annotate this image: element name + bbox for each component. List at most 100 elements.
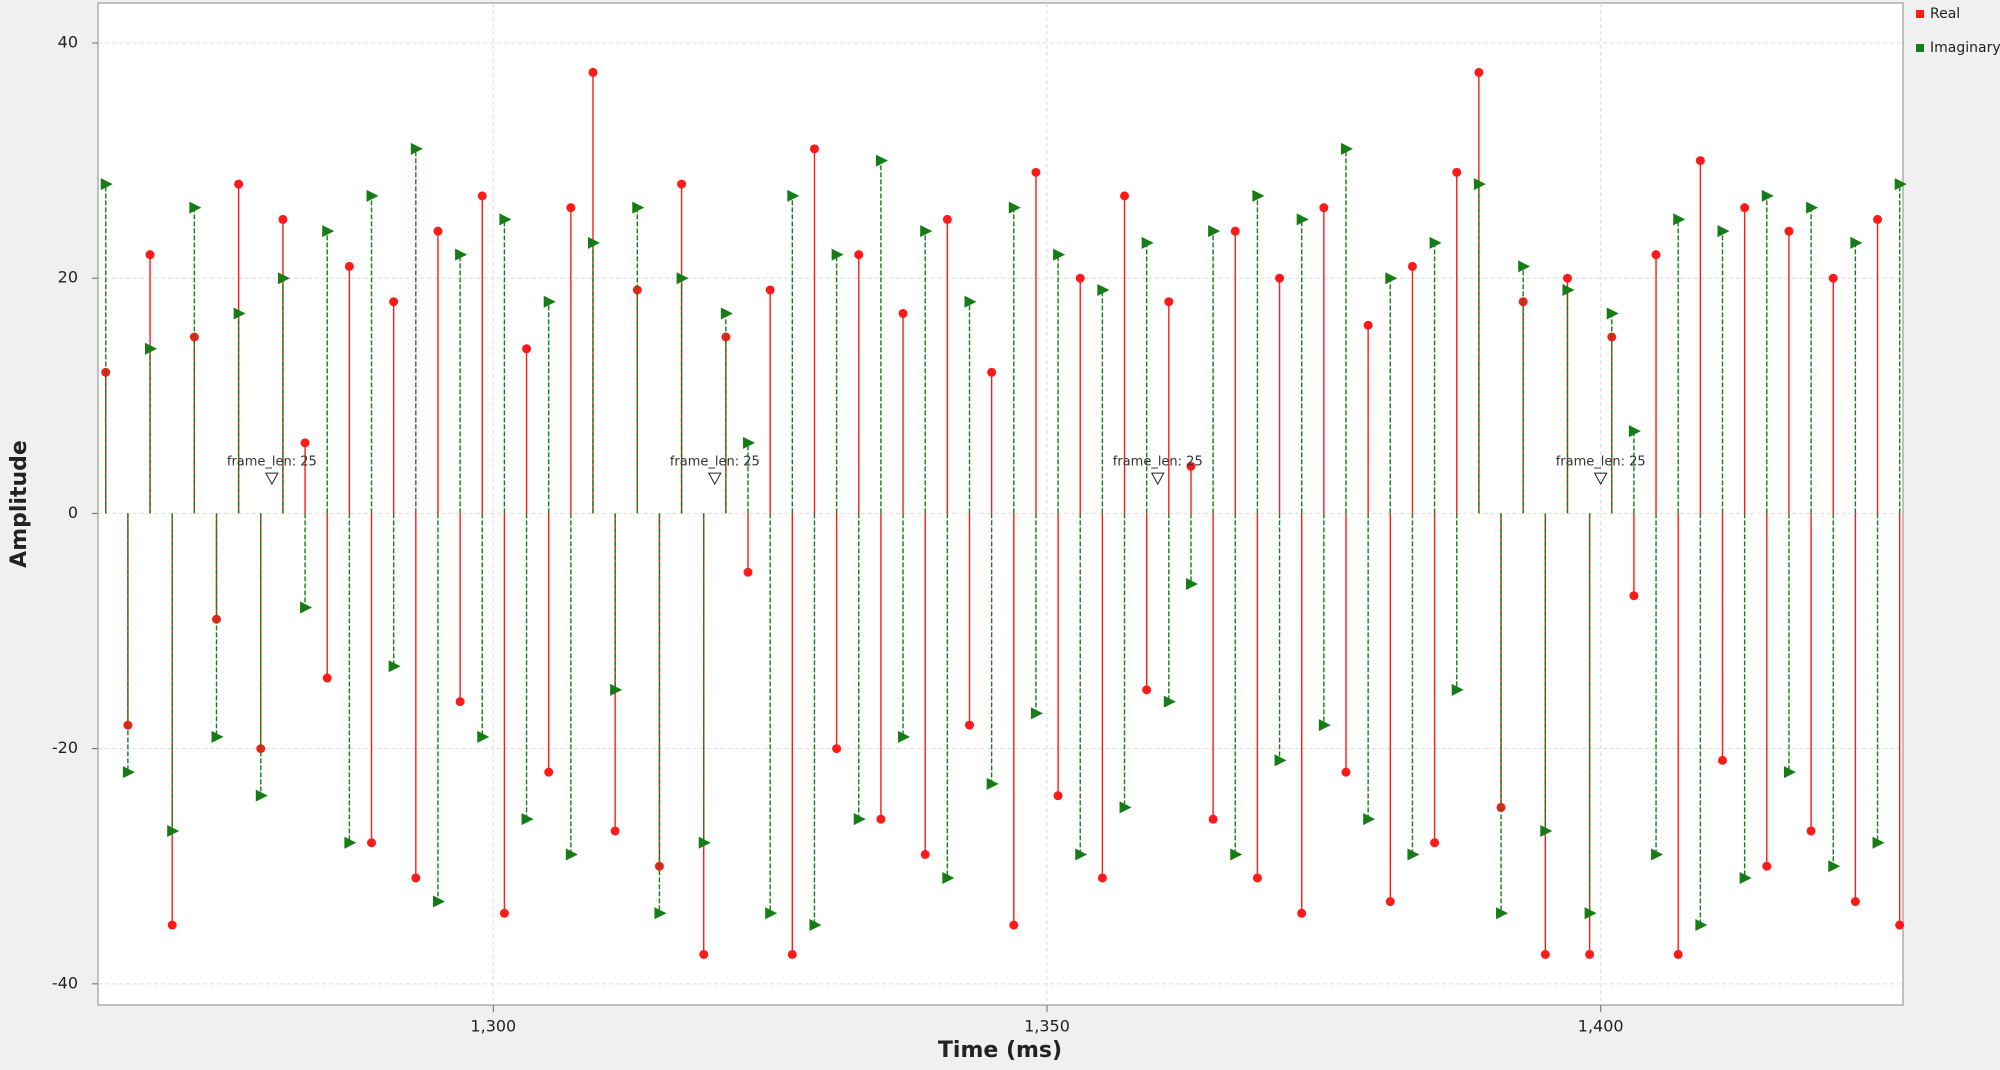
marker — [300, 438, 310, 448]
marker — [964, 720, 974, 730]
stem — [1606, 307, 1619, 514]
stem — [522, 344, 532, 514]
stem — [876, 513, 886, 824]
marker — [1474, 67, 1484, 77]
stem — [433, 226, 443, 514]
marker — [587, 236, 600, 249]
marker — [1895, 920, 1905, 930]
stem — [787, 189, 800, 514]
marker — [743, 567, 753, 577]
y-tick-label: 0 — [68, 503, 78, 522]
stem — [322, 513, 332, 683]
stem — [477, 191, 487, 514]
marker — [122, 766, 135, 779]
marker — [1363, 320, 1373, 330]
stem — [1651, 250, 1661, 514]
marker — [1340, 142, 1353, 155]
stem — [1275, 273, 1285, 514]
stem — [1695, 156, 1705, 514]
stem — [765, 285, 775, 514]
stem — [1429, 236, 1442, 514]
marker — [1230, 848, 1243, 861]
marker — [1894, 178, 1907, 191]
stem — [1296, 213, 1309, 514]
stem — [787, 513, 797, 959]
marker — [1120, 191, 1130, 201]
marker — [854, 250, 864, 260]
stem — [1186, 461, 1196, 514]
stem — [1053, 248, 1066, 514]
stem — [743, 436, 756, 514]
stem — [1230, 226, 1240, 514]
tag-marker — [1593, 472, 1608, 486]
marker — [1872, 836, 1885, 849]
marker — [875, 154, 888, 167]
stem — [1341, 513, 1351, 777]
marker — [1451, 683, 1464, 696]
marker — [1407, 848, 1420, 861]
stem — [1318, 513, 1331, 732]
marker — [1873, 214, 1883, 224]
stem — [1784, 226, 1794, 514]
stem — [1385, 272, 1398, 514]
stem — [1783, 513, 1796, 779]
marker — [1673, 949, 1683, 959]
stem — [898, 308, 908, 514]
marker — [1673, 213, 1686, 226]
stem — [544, 513, 554, 777]
stem — [1894, 178, 1907, 514]
marker — [1230, 226, 1240, 236]
stem — [1873, 214, 1883, 514]
marker — [676, 272, 689, 285]
plot-area — [97, 2, 1904, 1006]
stem — [875, 154, 888, 514]
x-axis-title: Time (ms) — [938, 1038, 1062, 1063]
marker — [1850, 236, 1863, 249]
stem — [521, 513, 534, 826]
stem — [1850, 236, 1863, 514]
stem — [367, 513, 377, 848]
marker — [942, 871, 955, 884]
marker — [1739, 871, 1752, 884]
marker — [499, 908, 509, 918]
stem — [366, 189, 379, 514]
marker — [477, 191, 487, 201]
stem — [455, 513, 465, 707]
stem — [1075, 513, 1088, 861]
stem — [344, 513, 357, 849]
marker — [211, 730, 224, 743]
marker — [1473, 178, 1486, 191]
stem — [167, 513, 180, 837]
marker — [1297, 908, 1307, 918]
marker — [1540, 824, 1553, 837]
stem — [1540, 513, 1553, 837]
stem — [920, 225, 933, 514]
legend-label: Real — [1930, 6, 1960, 22]
marker — [344, 261, 354, 271]
marker — [344, 836, 357, 849]
marker — [987, 367, 997, 377]
stem — [1385, 513, 1395, 907]
stem — [1761, 189, 1774, 514]
marker — [677, 179, 687, 189]
stem — [1119, 513, 1132, 814]
stem — [1319, 203, 1329, 514]
marker — [411, 873, 421, 883]
stem — [1740, 203, 1750, 514]
marker — [1429, 236, 1442, 249]
marker — [1186, 461, 1196, 471]
marker — [743, 436, 756, 449]
marker — [1806, 201, 1819, 214]
tag-marker — [707, 472, 722, 486]
stem — [344, 261, 354, 514]
stem — [676, 272, 689, 514]
stem — [1363, 513, 1376, 826]
marker — [477, 730, 490, 743]
stem — [122, 513, 135, 779]
marker — [255, 789, 268, 802]
marker — [100, 178, 113, 191]
stem — [698, 513, 711, 849]
stem — [654, 513, 667, 920]
stem — [189, 201, 202, 514]
